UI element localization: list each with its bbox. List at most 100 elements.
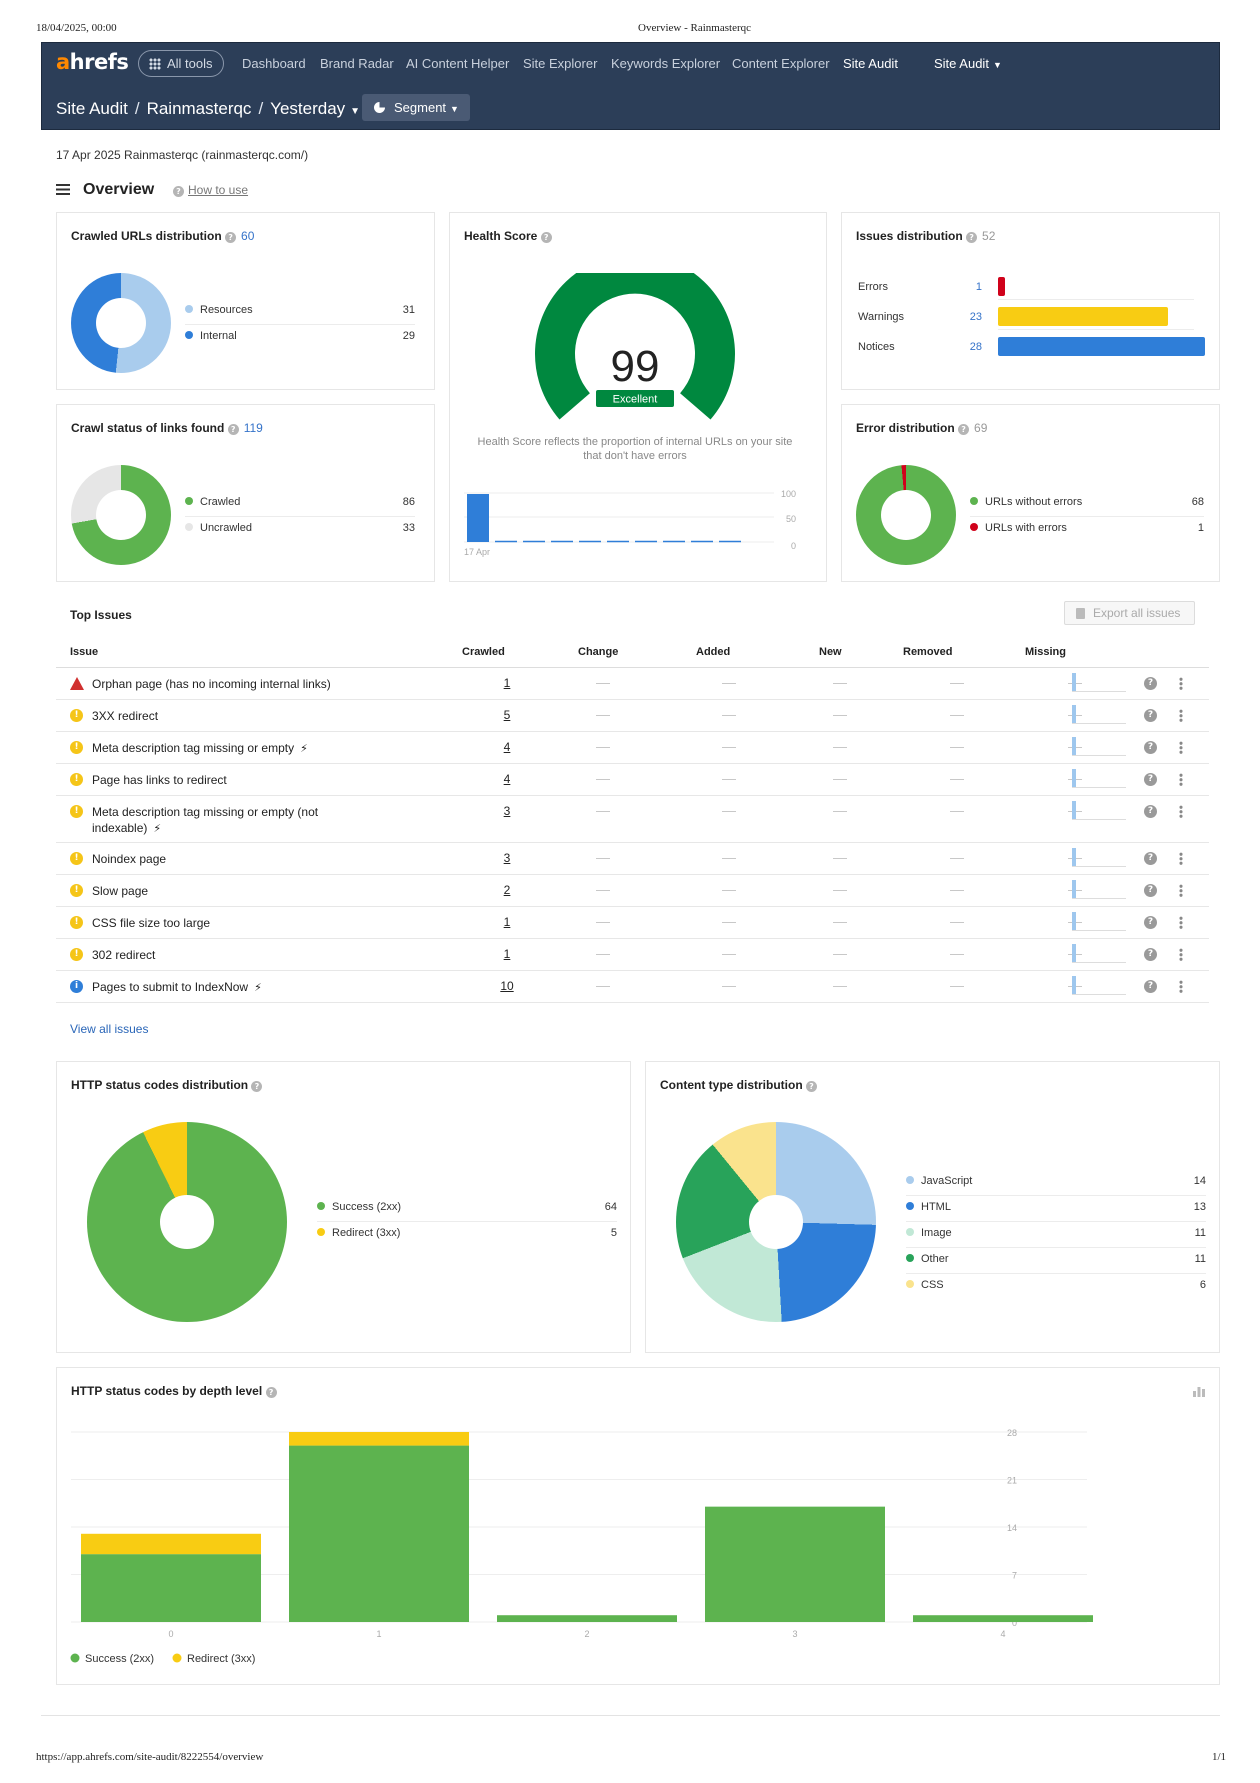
help-icon[interactable]: ?	[1144, 884, 1157, 897]
issue-trend-sparkline[interactable]	[1072, 705, 1126, 724]
issues-row-errors[interactable]: Errors 1	[858, 275, 1194, 301]
issue-trend-sparkline[interactable]	[1072, 737, 1126, 756]
column-header-crawled[interactable]: Crawled	[462, 646, 505, 658]
issue-name[interactable]: Page has links to redirect	[92, 773, 227, 787]
legend-item-uncrawled[interactable]: Uncrawled 33	[185, 517, 415, 543]
nav-keywords-explorer[interactable]: Keywords Explorer	[611, 56, 721, 71]
legend-item-image[interactable]: Image 11	[906, 1222, 1206, 1248]
help-icon[interactable]: ?	[1144, 916, 1157, 929]
issue-crawled-count[interactable]: 5	[503, 708, 511, 722]
help-icon[interactable]: ?	[958, 424, 970, 435]
issue-trend-sparkline[interactable]	[1072, 976, 1126, 995]
more-options-icon[interactable]	[1179, 773, 1183, 786]
more-options-icon[interactable]	[1179, 948, 1183, 961]
issue-crawled-count[interactable]: 4	[503, 772, 511, 786]
bar-success-2xx--depth-2[interactable]	[497, 1615, 677, 1622]
nav-ai-content-helper[interactable]: AI Content Helper	[406, 56, 510, 71]
breadcrumb-site-audit[interactable]: Site Audit	[56, 99, 128, 118]
help-icon[interactable]: ?	[1144, 980, 1157, 993]
column-header-removed[interactable]: Removed	[903, 646, 953, 658]
issue-crawled-count[interactable]: 3	[503, 851, 511, 865]
issue-name[interactable]: Orphan page (has no incoming internal li…	[92, 677, 331, 691]
issue-row[interactable]: ! 3XX redirect 5?	[56, 700, 1209, 732]
legend-item-internal[interactable]: Internal 29	[185, 325, 415, 351]
issue-row[interactable]: ! 302 redirect 1?	[56, 939, 1209, 971]
issue-trend-sparkline[interactable]	[1072, 673, 1126, 692]
issue-crawled-count[interactable]: 1	[503, 947, 511, 961]
site-audit-dropdown[interactable]: Site Audit ▼	[934, 56, 1002, 71]
bar-success-2xx--depth-0[interactable]	[81, 1554, 261, 1622]
column-header-added[interactable]: Added	[696, 646, 731, 658]
help-icon[interactable]: ?	[265, 1387, 277, 1398]
help-icon[interactable]: ?	[540, 232, 552, 243]
how-to-use-link[interactable]: ? How to use	[173, 183, 248, 197]
bar-chart-icon[interactable]	[1193, 1387, 1205, 1397]
help-icon[interactable]: ?	[251, 1081, 263, 1092]
issue-crawled-count[interactable]: 2	[503, 883, 511, 897]
issue-row[interactable]: ! Noindex page 3?	[56, 843, 1209, 875]
issue-trend-sparkline[interactable]	[1072, 912, 1126, 931]
view-all-issues-link[interactable]: View all issues	[70, 1022, 149, 1036]
issue-name[interactable]: 3XX redirect	[92, 709, 159, 723]
help-icon[interactable]: ?	[1144, 709, 1157, 722]
issue-name[interactable]: Meta description tag missing or empty (n…	[92, 805, 319, 835]
caret-down-icon[interactable]: ▼	[350, 106, 361, 117]
issue-crawled-count[interactable]: 4	[503, 740, 511, 754]
help-icon[interactable]: ?	[1144, 741, 1157, 754]
bar-redirect-3xx--depth-0[interactable]	[81, 1533, 261, 1555]
all-tools-button[interactable]: All tools	[138, 50, 224, 77]
column-header-change[interactable]: Change	[578, 646, 619, 658]
issue-name[interactable]: 302 redirect	[92, 948, 156, 962]
nav-site-explorer[interactable]: Site Explorer	[523, 56, 598, 71]
issue-trend-sparkline[interactable]	[1072, 801, 1126, 820]
menu-icon[interactable]	[56, 184, 70, 195]
more-options-icon[interactable]	[1179, 884, 1183, 897]
more-options-icon[interactable]	[1179, 980, 1183, 993]
history-bar[interactable]	[467, 494, 489, 542]
more-options-icon[interactable]	[1179, 677, 1183, 690]
issue-name[interactable]: Slow page	[92, 884, 149, 898]
more-options-icon[interactable]	[1179, 852, 1183, 865]
nav-content-explorer[interactable]: Content Explorer	[732, 56, 830, 71]
column-header-new[interactable]: New	[819, 646, 842, 658]
legend-item-other[interactable]: Other 11	[906, 1248, 1206, 1274]
breadcrumb-project[interactable]: Rainmasterqc	[146, 99, 252, 118]
legend-item-resources[interactable]: Resources 31	[185, 299, 415, 325]
export-all-issues-button[interactable]: Export all issues	[1064, 601, 1195, 625]
help-icon[interactable]: ?	[227, 424, 239, 435]
nav-dashboard[interactable]: Dashboard	[242, 56, 306, 71]
issue-crawled-count[interactable]: 1	[503, 676, 511, 690]
help-icon[interactable]: ?	[225, 232, 237, 243]
legend-item-urls-without-errors[interactable]: URLs without errors 68	[970, 491, 1204, 517]
segment-button[interactable]: Segment ▼	[362, 94, 470, 121]
issue-name[interactable]: Pages to submit to IndexNow ⚡	[92, 980, 262, 994]
legend-item-redirect-3xx[interactable]: Redirect (3xx) 5	[317, 1222, 617, 1248]
issue-row[interactable]: ! Slow page 2?	[56, 875, 1209, 907]
issue-row[interactable]: ! CSS file size too large 1?	[56, 907, 1209, 939]
help-icon[interactable]: ?	[1144, 773, 1157, 786]
ahrefs-logo[interactable]: ahrefs	[56, 50, 129, 74]
issue-crawled-count[interactable]: 3	[503, 804, 511, 818]
issue-row[interactable]: Orphan page (has no incoming internal li…	[56, 668, 1209, 700]
issue-row[interactable]: ! Page has links to redirect 4?	[56, 764, 1209, 796]
issue-trend-sparkline[interactable]	[1072, 769, 1126, 788]
more-options-icon[interactable]	[1179, 916, 1183, 929]
issue-row[interactable]: ! Meta description tag missing or empty ⚡ 4…	[56, 732, 1209, 764]
issue-crawled-count[interactable]: 1	[503, 915, 511, 929]
breadcrumb-crawl-date[interactable]: Yesterday	[270, 99, 346, 118]
bar-redirect-3xx--depth-1[interactable]	[289, 1432, 469, 1446]
legend-item-success-2xx[interactable]: Success (2xx) 64	[317, 1196, 617, 1222]
legend-label[interactable]: Redirect (3xx)	[187, 1653, 255, 1665]
legend-item-css[interactable]: CSS 6	[906, 1274, 1206, 1300]
bar-success-2xx--depth-3[interactable]	[705, 1506, 885, 1622]
bar-success-2xx--depth-4[interactable]	[913, 1615, 1093, 1622]
issue-name[interactable]: CSS file size too large	[92, 916, 211, 930]
legend-item-urls-with-errors[interactable]: URLs with errors 1	[970, 517, 1204, 543]
legend-label[interactable]: Success (2xx)	[85, 1653, 154, 1665]
issues-row-notices[interactable]: Notices 28	[858, 335, 1205, 361]
issue-crawled-count[interactable]: 10	[500, 979, 514, 993]
help-icon[interactable]: ?	[966, 232, 978, 243]
help-icon[interactable]: ?	[1144, 948, 1157, 961]
issues-row-warnings[interactable]: Warnings 23	[858, 305, 1194, 331]
issue-trend-sparkline[interactable]	[1072, 944, 1126, 963]
